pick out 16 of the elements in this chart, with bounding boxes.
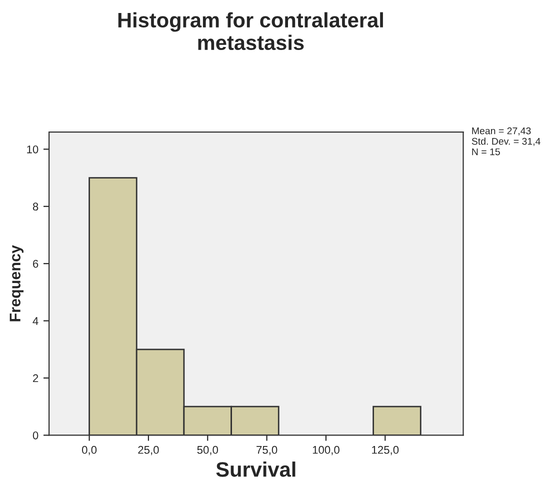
y-tick-label: 10	[27, 145, 38, 154]
x-tick-label: 50,0	[197, 446, 218, 456]
y-tick-label: 2	[33, 374, 38, 382]
y-tick-label: 0	[32, 431, 38, 440]
y-tick-label: 4	[32, 317, 38, 325]
x-tick-label: 75,0	[256, 446, 278, 456]
y-tick-label: 6	[33, 260, 38, 268]
y-axis-title: Frequency	[10, 245, 24, 322]
chart-title: Histogram for contralateral metastasis	[118, 12, 383, 50]
x-tick-label: 100,0	[312, 446, 340, 456]
y-tick-label: 8	[32, 202, 38, 211]
x-axis-title: Survival	[216, 462, 296, 477]
x-tick-label: 25,0	[138, 446, 159, 456]
x-tick-label: 0,0	[82, 446, 97, 456]
x-tick-label: 125,0	[372, 446, 399, 456]
text: Mean = 27,43 Std. Dev. = 31,4 N = 15	[472, 127, 540, 156]
